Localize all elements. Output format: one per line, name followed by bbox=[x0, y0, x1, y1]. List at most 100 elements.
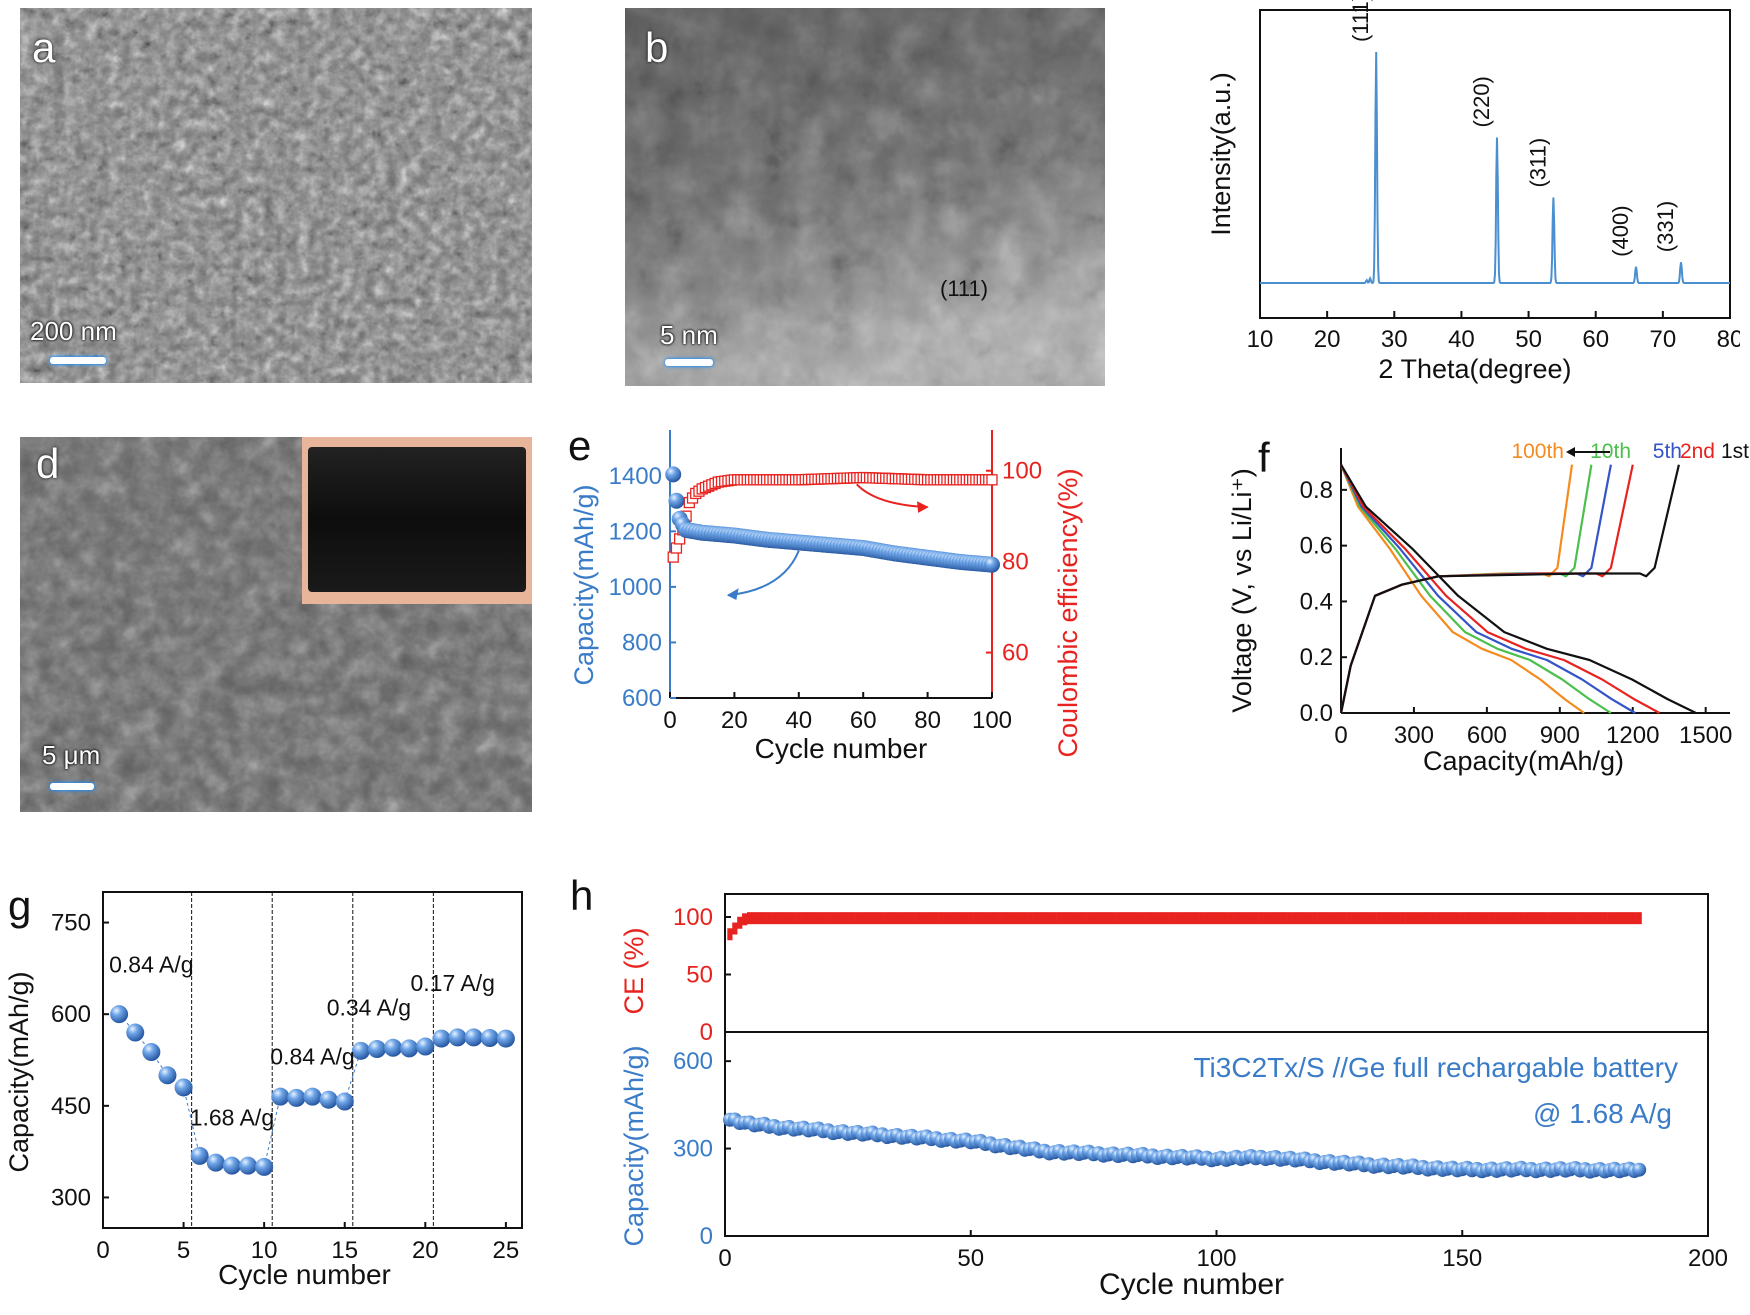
x-tick-label-g: 20 bbox=[412, 1237, 439, 1264]
panel-label-h: h bbox=[570, 872, 593, 919]
ce-point-h bbox=[1371, 912, 1377, 925]
capacity-point-h bbox=[1632, 1162, 1647, 1177]
ce-point-h bbox=[840, 912, 846, 925]
rate-point-g bbox=[271, 1087, 290, 1106]
ce-point-h bbox=[1602, 912, 1608, 925]
ce-point-h bbox=[953, 912, 959, 925]
rate-point-g bbox=[255, 1157, 274, 1176]
rate-point-g bbox=[239, 1156, 258, 1175]
tem-texture-b bbox=[625, 8, 1105, 386]
ce-point-h bbox=[1557, 912, 1564, 925]
chart-g-rate: g 0 5 10 15 20 25 Cycle number 300 450 600 750 Capac… bbox=[4, 882, 523, 1290]
ce-point-h bbox=[1508, 912, 1514, 925]
ce-point-h bbox=[1582, 912, 1588, 925]
x-tick-label-c: 40 bbox=[1448, 326, 1475, 353]
scale-text-a: 200 nm bbox=[30, 316, 117, 346]
rate-point-g bbox=[432, 1029, 451, 1048]
scale-text-b: 5 nm bbox=[660, 320, 718, 350]
ce-point-h bbox=[968, 912, 974, 925]
rate-point-g bbox=[287, 1088, 306, 1107]
ce-point-h bbox=[786, 912, 792, 925]
x-tick-label-c: 70 bbox=[1650, 326, 1677, 353]
ce-point-h bbox=[1612, 912, 1618, 925]
ce-point-h bbox=[1027, 912, 1033, 925]
ce-point-h bbox=[1189, 912, 1195, 925]
ce-point-h bbox=[1376, 912, 1382, 925]
discharge-curve-f bbox=[1340, 464, 1636, 714]
ce-point-h bbox=[781, 912, 787, 925]
ce-point-h bbox=[796, 912, 802, 925]
x-tick-label-g: 15 bbox=[331, 1237, 358, 1264]
y-tick-label-top-h: 100 bbox=[673, 904, 713, 931]
ce-point-h bbox=[1154, 912, 1161, 925]
panel-label-a: a bbox=[32, 24, 56, 71]
y-tick-label-left-e: 1200 bbox=[609, 518, 662, 545]
x-axis-label-c: 2 Theta(degree) bbox=[1378, 354, 1571, 384]
ce-point-h bbox=[1218, 912, 1225, 925]
scale-bar-b bbox=[665, 359, 713, 366]
sem-image-a bbox=[20, 8, 532, 383]
ce-point-h bbox=[1449, 912, 1456, 925]
ce-point-h bbox=[1022, 912, 1028, 925]
ce-point-h bbox=[1150, 912, 1156, 925]
y-tick-label-left-e: 1000 bbox=[609, 574, 662, 601]
ce-point-h bbox=[1636, 912, 1642, 925]
x-tick-label-g: 5 bbox=[177, 1237, 190, 1264]
ce-point-h bbox=[776, 912, 782, 925]
y-tick-label-left-e: 600 bbox=[622, 685, 662, 712]
ce-point-h bbox=[904, 912, 910, 925]
peak-label-c: (311) bbox=[1525, 138, 1550, 188]
ce-point-h bbox=[1194, 912, 1200, 925]
ce-point-h bbox=[894, 912, 900, 925]
ce-point-h bbox=[1528, 912, 1534, 925]
ce-point-h bbox=[1395, 912, 1401, 925]
sem-texture-a bbox=[20, 8, 532, 383]
x-tick-label-h: 200 bbox=[1688, 1245, 1728, 1272]
ce-point-h bbox=[1204, 912, 1210, 925]
ce-point-h bbox=[1159, 912, 1166, 925]
ce-point-h bbox=[933, 912, 939, 925]
y-tick-label-g: 600 bbox=[51, 1001, 91, 1028]
ce-point-h bbox=[1091, 912, 1097, 925]
ce-point-h bbox=[1366, 912, 1372, 925]
ce-point-h bbox=[1405, 912, 1411, 925]
annotation-line2-h: @ 1.68 A/g bbox=[1533, 1098, 1672, 1129]
ce-point-h bbox=[1553, 912, 1559, 925]
ce-point-h bbox=[1326, 912, 1333, 925]
cycle-arrow-head-f bbox=[1566, 447, 1575, 457]
inset-photo-d bbox=[302, 437, 532, 604]
ce-point-h bbox=[889, 912, 895, 925]
arrow-head-ce-e bbox=[917, 501, 929, 513]
rate-point-g bbox=[335, 1092, 354, 1111]
y-tick-label-g: 300 bbox=[51, 1184, 91, 1211]
ce-point-h bbox=[742, 913, 748, 926]
ce-point-h bbox=[919, 912, 925, 925]
y-axis-label-f: Voltage (V, vs Li/Li⁺) bbox=[1227, 468, 1257, 712]
y-tick-label-bottom-h: 600 bbox=[673, 1048, 713, 1075]
capacity-point-e bbox=[984, 556, 1000, 573]
x-tick-label-f: 1500 bbox=[1679, 722, 1732, 749]
x-tick-label-h: 0 bbox=[718, 1245, 731, 1272]
ce-point-h bbox=[1474, 912, 1480, 925]
y-tick-label-top-h: 50 bbox=[686, 962, 713, 989]
ce-point-h bbox=[1572, 912, 1578, 925]
x-axis-label-e: Cycle number bbox=[755, 733, 928, 764]
ce-point-h bbox=[1056, 912, 1062, 925]
x-tick-label-g: 0 bbox=[96, 1237, 109, 1264]
ce-point-h bbox=[1051, 912, 1057, 925]
rate-point-g bbox=[464, 1028, 483, 1047]
series-label-f: 5th bbox=[1653, 440, 1682, 463]
ce-point-h bbox=[914, 912, 920, 925]
y-axis-label-left-e: Capacity(mAh/g) bbox=[569, 484, 599, 685]
rate-label-g: 0.84 A/g bbox=[109, 952, 193, 978]
ce-point-h bbox=[884, 912, 890, 925]
chart-f-voltage: f 0 300 600 900 1200 1500 Capacity(mAh/g) 0.0 0.2… bbox=[1227, 434, 1749, 776]
ce-point-h bbox=[909, 912, 915, 925]
ce-point-h bbox=[1346, 912, 1352, 925]
ce-point-h bbox=[997, 912, 1003, 925]
ce-point-h bbox=[987, 912, 994, 925]
ce-point-h bbox=[1356, 912, 1362, 925]
series-label-f: 1st bbox=[1721, 440, 1749, 463]
ce-point-h bbox=[992, 912, 998, 925]
ce-point-h bbox=[1459, 912, 1465, 925]
